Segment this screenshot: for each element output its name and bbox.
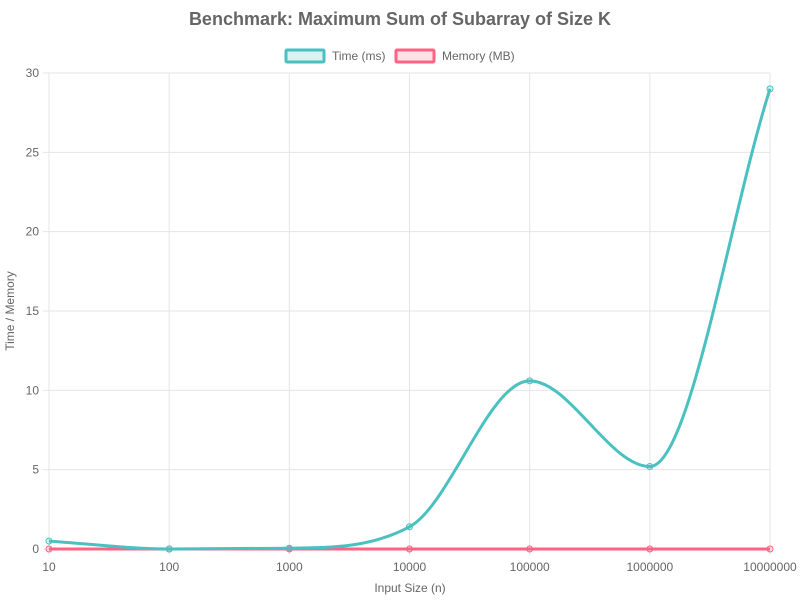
y-tick-label: 20 — [26, 225, 40, 239]
x-tick-label: 100000 — [510, 560, 550, 574]
x-tick-label: 10000 — [393, 560, 427, 574]
y-tick-label: 5 — [32, 463, 39, 477]
data-point-time[interactable] — [526, 377, 534, 385]
legend-item-time[interactable]: Time (ms) — [284, 48, 386, 64]
legend-label-memory: Memory (MB) — [442, 49, 515, 63]
legend-label-time: Time (ms) — [332, 49, 386, 63]
legend-swatch-time — [284, 48, 326, 64]
y-tick-label: 10 — [26, 383, 40, 397]
x-tick-label: 1000 — [276, 560, 303, 574]
x-tick-label: 1000000 — [626, 560, 673, 574]
data-point-memory[interactable] — [766, 545, 774, 553]
data-point-memory[interactable] — [646, 545, 654, 553]
data-point-time[interactable] — [646, 462, 654, 470]
chart-title: Benchmark: Maximum Sum of Subarray of Si… — [189, 9, 611, 29]
x-axis-ticks: 10 100 1000 10000 100000 1000000 10000000 — [42, 560, 797, 574]
grid — [43, 72, 771, 555]
x-tick-label: 100 — [159, 560, 179, 574]
data-point-time[interactable] — [45, 537, 53, 545]
y-tick-label: 15 — [26, 304, 40, 318]
legend-swatch-memory — [394, 48, 436, 64]
data-point-time[interactable] — [285, 544, 293, 552]
series-time — [45, 85, 774, 553]
series-line-time — [48, 88, 772, 551]
data-point-time[interactable] — [165, 545, 173, 553]
y-axis-ticks: 0 5 10 15 20 25 30 — [26, 66, 40, 556]
data-point-memory[interactable] — [406, 545, 413, 553]
x-tick-label: 10 — [42, 560, 56, 574]
series-layer — [45, 85, 774, 553]
x-axis-label: Input Size (n) — [374, 581, 445, 595]
legend-item-memory[interactable]: Memory (MB) — [394, 48, 515, 64]
data-point-memory[interactable] — [526, 545, 534, 553]
y-tick-label: 0 — [32, 542, 39, 556]
y-tick-label: 30 — [26, 66, 40, 80]
x-tick-label: 10000000 — [743, 560, 797, 574]
y-axis-label: Time / Memory — [3, 271, 17, 351]
data-point-time[interactable] — [766, 85, 774, 93]
legend: Time (ms) Memory (MB) — [284, 48, 515, 64]
data-point-time[interactable] — [406, 523, 413, 531]
y-tick-label: 25 — [26, 145, 40, 159]
data-point-memory[interactable] — [45, 545, 53, 553]
